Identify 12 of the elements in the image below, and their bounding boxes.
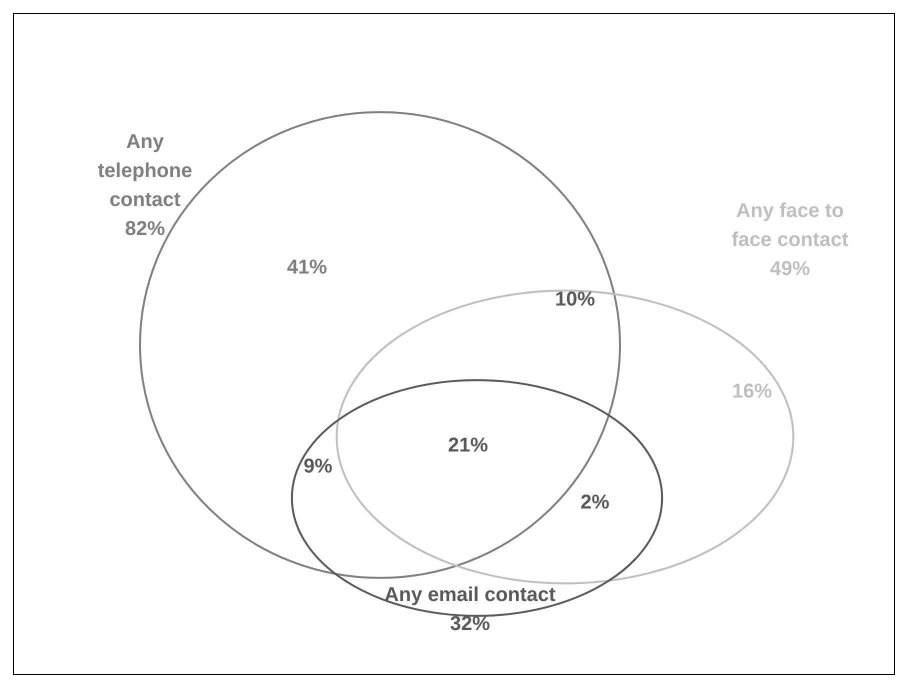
text: 10% — [554, 288, 596, 311]
data-label: 49% — [768, 257, 812, 282]
category-label: Any email contact — [383, 583, 557, 608]
text: 2% — [580, 492, 610, 514]
category-label: Any face to face contact — [730, 199, 850, 253]
category-label: Any telephone contact — [96, 130, 194, 213]
text: 9% — [304, 456, 333, 478]
text: 16% — [732, 380, 772, 403]
data-label: 32% — [448, 612, 492, 637]
text: 21% — [448, 434, 488, 457]
data-label: 82% — [124, 217, 166, 242]
text: 41% — [286, 256, 328, 279]
